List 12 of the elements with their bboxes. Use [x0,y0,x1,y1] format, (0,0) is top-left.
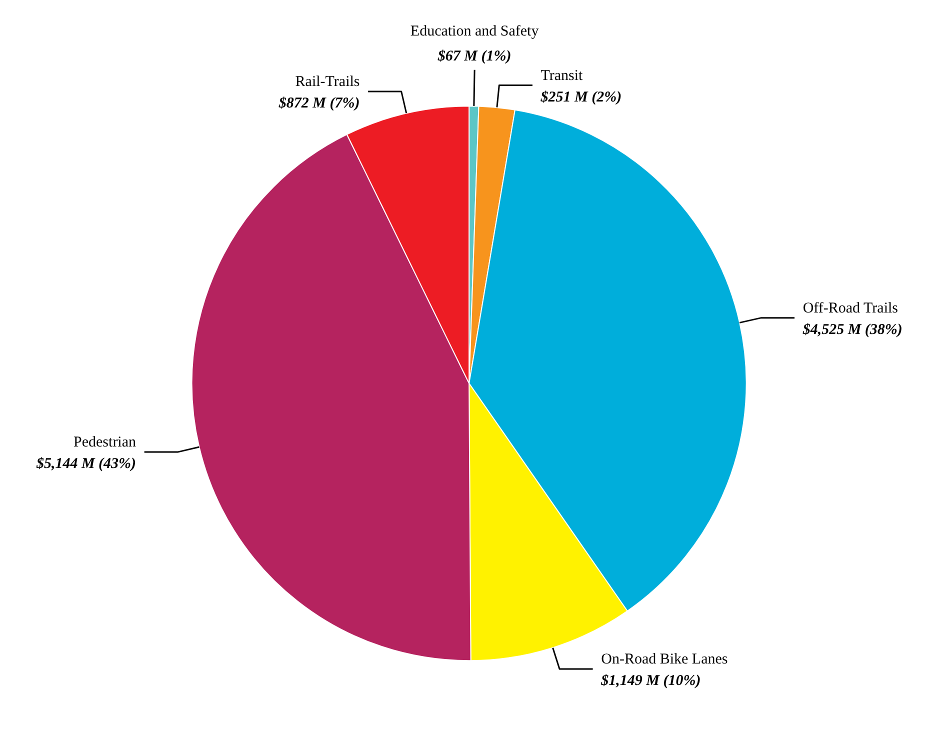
data-label: $5,144 M (43%) [35,456,136,472]
data-label: $4,525 M (38%) [802,322,902,338]
slice-label: Education and Safety [410,23,540,40]
data-label: $1,149 M (10%) [600,673,701,690]
slice-label: Transit [540,68,584,84]
data-label: $872 M (7%) [278,96,360,112]
data-label: $251 M (2%) [540,89,622,106]
data-label: $67 M (1%) [436,48,512,64]
slice-label: Rail-Trails [295,74,360,90]
slice-label: Off-Road Trails [802,300,898,316]
slice-label: Pedestrian [74,434,137,451]
slice-label: On-Road Bike Lanes [601,652,728,668]
